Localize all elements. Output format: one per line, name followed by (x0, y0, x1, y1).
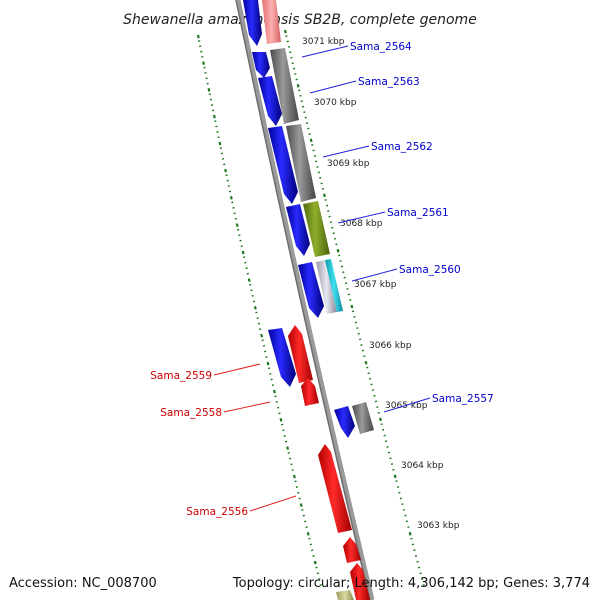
tick-mark (229, 196, 233, 200)
genome-backbone (235, 0, 375, 600)
gene-label-pointers (213, 45, 431, 512)
gene-block-pink (262, 0, 281, 44)
inner-tick-ring (196, 34, 322, 586)
gene-labels: Sama_2564 Sama_2563 Sama_2562 Sama_2561 … (150, 41, 493, 518)
tick-mark (378, 417, 382, 422)
gene-label-sama-2559[interactable]: Sama_2559 (150, 370, 212, 382)
tick-mark (309, 138, 313, 143)
gene-block-cyan (325, 259, 343, 312)
tick-mark (247, 278, 251, 282)
tick-mark (283, 29, 287, 34)
tick-mark (306, 531, 310, 536)
ruler-label: 3065 kbp (385, 401, 428, 411)
gene-arrow-sama-2559[interactable] (268, 328, 296, 387)
gene-arrow-sama-2555[interactable] (343, 537, 361, 563)
outer-tick-ring (283, 29, 425, 586)
gene-label-sama-2560[interactable]: Sama_2560 (399, 264, 461, 276)
tick-mark (260, 333, 264, 338)
gene-label-sama-2564[interactable]: Sama_2564 (350, 41, 412, 53)
tick-mark (235, 223, 239, 227)
tick-mark (253, 306, 257, 310)
tick-mark (299, 503, 303, 507)
pointer-sama-2564 (301, 45, 349, 58)
tick-mark (218, 141, 222, 146)
gene-block-khaki (336, 590, 354, 600)
gene-label-sama-2558[interactable]: Sama_2558 (160, 407, 222, 419)
gene-block-gray-3 (352, 402, 374, 434)
gene-arrow-sama-2563[interactable] (258, 76, 282, 126)
pointer-sama-2558 (223, 401, 271, 413)
tick-mark (408, 531, 412, 536)
gene-arrow-sama-2564[interactable] (252, 52, 270, 78)
tick-mark (279, 417, 283, 422)
plus-strand-outer-track (262, 0, 374, 434)
tick-mark (212, 114, 216, 119)
ruler-label: 3066 kbp (369, 341, 412, 351)
ruler-label: 3068 kbp (340, 219, 383, 229)
gene-block-olive (303, 201, 330, 257)
tick-mark (202, 61, 205, 65)
gene-arrow-sama-2557[interactable] (334, 406, 355, 438)
gene-block-silver (316, 260, 337, 314)
ruler-label: 3067 kbp (354, 280, 397, 290)
tick-mark (272, 389, 276, 394)
gene-arrow-sama-2556[interactable] (318, 444, 352, 533)
gene-arrow-sama-2554[interactable] (350, 563, 370, 600)
pointer-sama-2563 (309, 80, 357, 94)
tick-mark (296, 83, 300, 88)
ruler-label: 3063 kbp (417, 521, 460, 531)
tick-mark (322, 193, 326, 198)
ruler-label: 3064 kbp (401, 461, 444, 471)
pointer-sama-2559 (213, 363, 261, 376)
ruler-label: 3071 kbp (302, 37, 345, 47)
tick-mark (364, 360, 368, 365)
pointer-sama-2557 (383, 397, 431, 413)
genome-backbone-edge (235, 0, 371, 600)
ruler-label: 3069 kbp (327, 159, 370, 169)
tick-mark (241, 250, 245, 255)
gene-block-gray-1 (270, 48, 299, 124)
ruler-label: 3070 kbp (314, 98, 357, 108)
gene-label-sama-2561[interactable]: Sama_2561 (387, 207, 449, 219)
tick-mark (292, 474, 296, 479)
tick-mark (196, 34, 200, 39)
gene-arrow-sama-2561[interactable] (286, 204, 310, 256)
tick-mark (350, 304, 354, 309)
tick-mark (207, 88, 211, 92)
pointer-sama-2561 (337, 211, 386, 224)
pointer-sama-2560 (351, 268, 398, 282)
gene-label-sama-2557[interactable]: Sama_2557 (432, 393, 494, 405)
accession-text: Accession: NC_008700 (9, 576, 157, 591)
minus-strand-genes (288, 325, 370, 600)
topology-summary: Topology: circular; Length: 4,306,142 bp… (232, 576, 590, 591)
tick-mark (266, 361, 270, 366)
gene-label-sama-2562[interactable]: Sama_2562 (371, 141, 433, 153)
gene-arrow-sama-2560[interactable] (298, 262, 324, 318)
gene-arrow-sama-2565[interactable] (243, 0, 262, 46)
gene-arrow-sama-2558[interactable] (301, 378, 319, 406)
plus-strand-genes (243, 0, 355, 438)
pointer-sama-2556 (249, 495, 297, 512)
tick-mark (286, 446, 290, 450)
gene-label-sama-2563[interactable]: Sama_2563 (358, 76, 420, 88)
gene-arrow-sama-2562[interactable] (268, 126, 298, 204)
page-title: Shewanella amazonensis SB2B, complete ge… (123, 12, 477, 28)
tick-mark (393, 474, 397, 479)
tick-mark (336, 248, 340, 253)
ruler-labels: 3071 kbp 3070 kbp 3069 kbp 3068 kbp 3067… (302, 37, 460, 531)
gene-label-sama-2556[interactable]: Sama_2556 (186, 506, 248, 518)
tick-mark (313, 560, 317, 565)
gene-arrow-sama-2559b[interactable] (288, 325, 313, 383)
gene-block-gray-2 (286, 124, 316, 202)
tick-mark (224, 168, 227, 173)
pointer-sama-2562 (322, 145, 370, 158)
